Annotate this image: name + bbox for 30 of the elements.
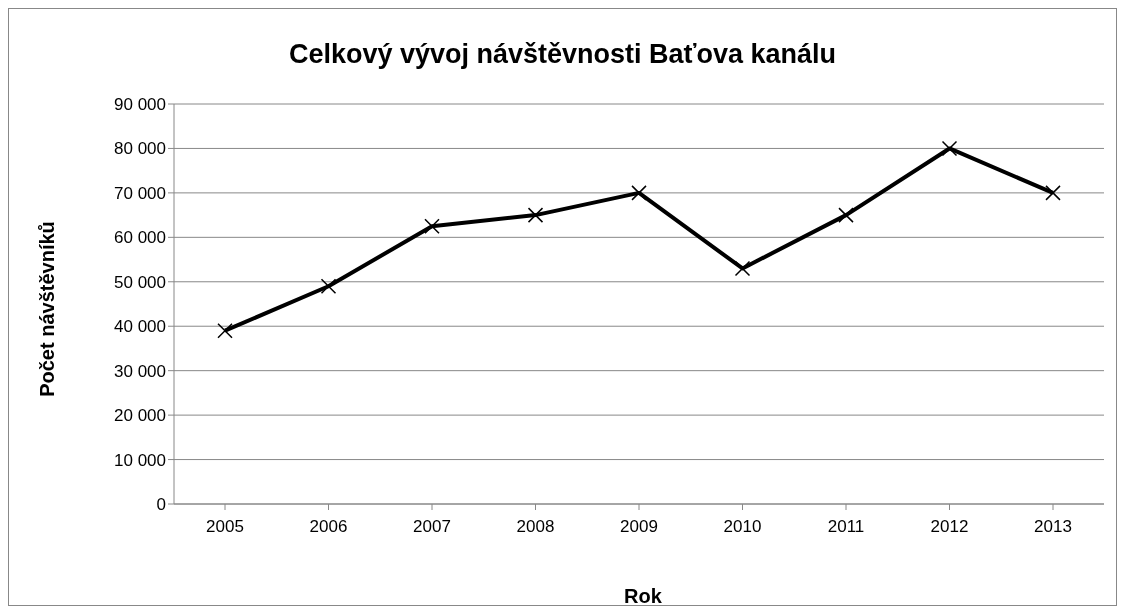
y-tick-label: 30 000 — [114, 361, 166, 381]
y-tick-label: 40 000 — [114, 317, 166, 337]
y-axis-title: Počet návštěvníků — [35, 221, 59, 397]
point — [941, 140, 958, 157]
x-tick-label: 2007 — [413, 517, 451, 537]
chart-title: Celkový vývoj návštěvnosti Baťova kanálu — [287, 39, 838, 70]
point — [838, 207, 854, 223]
y-tick-label: 90 000 — [114, 95, 166, 115]
y-tick-label: 10 000 — [114, 450, 166, 470]
point — [424, 218, 440, 234]
x-tick-label: 2012 — [930, 517, 969, 537]
x-axis-title: Rok — [623, 585, 663, 608]
x-tick-label: 2010 — [723, 517, 762, 537]
point — [320, 278, 337, 294]
x-tick-label: 2005 — [206, 517, 244, 537]
point — [527, 207, 544, 223]
y-tick-label: 80 000 — [114, 139, 166, 159]
y-tick-label: 50 000 — [114, 272, 166, 292]
x-tick-label: 2006 — [309, 517, 348, 537]
point — [217, 322, 233, 339]
x-tick-label: 2008 — [516, 517, 555, 537]
point — [631, 185, 647, 201]
y-tick-label: 20 000 — [114, 406, 166, 426]
x-tick-label: 2013 — [1034, 517, 1072, 537]
y-tick-label: 60 000 — [114, 228, 166, 248]
point — [1045, 185, 1061, 201]
y-tick-label: 0 — [156, 495, 166, 515]
x-tick-label: 2009 — [620, 517, 658, 537]
x-tick-label: 2011 — [827, 517, 865, 537]
y-tick-label: 70 000 — [114, 183, 166, 203]
